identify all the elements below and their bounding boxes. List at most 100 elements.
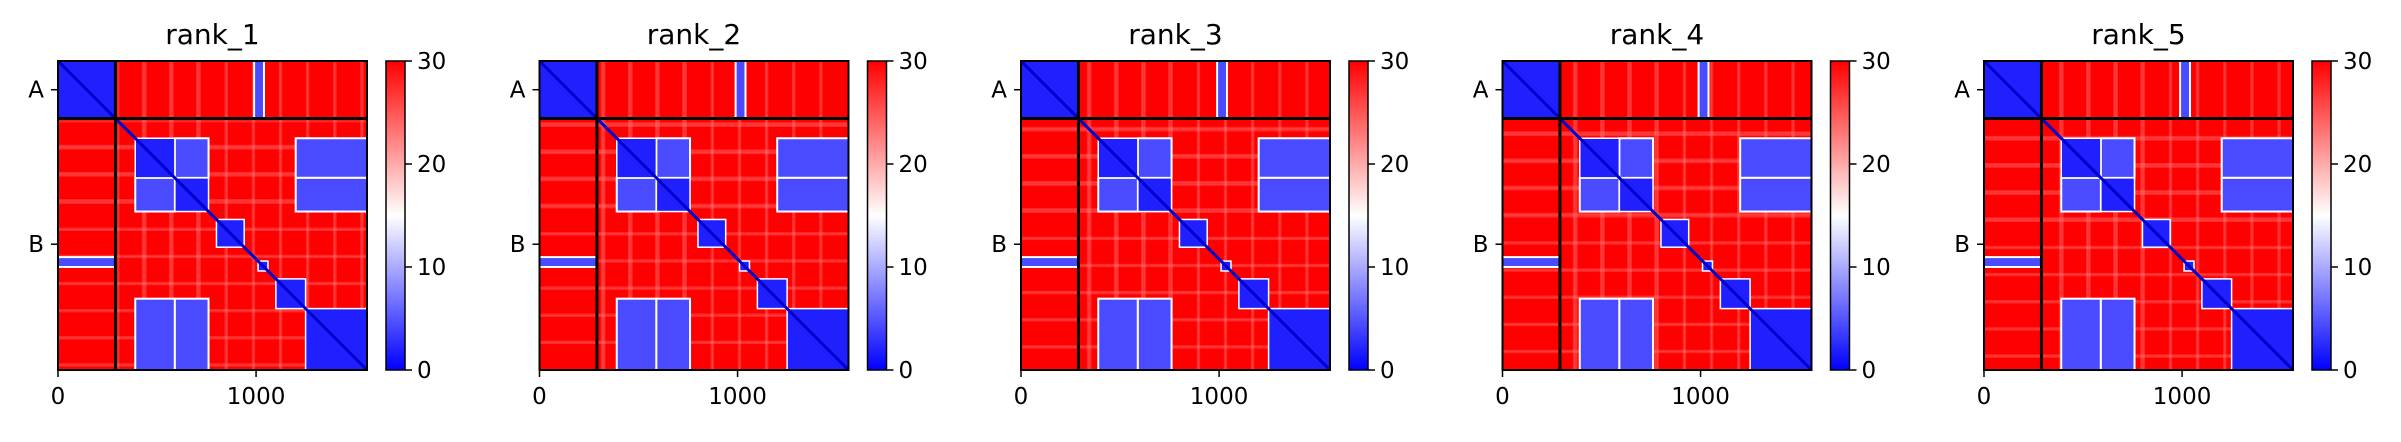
pae-streak [251, 61, 254, 370]
colorbar-tick-label: 0 [899, 358, 914, 384]
pae-streak [58, 308, 367, 311]
pae-streak [1684, 61, 1687, 370]
chain-label: B [991, 232, 1007, 258]
pae-streak [1984, 190, 2293, 193]
pae-streak [1572, 61, 1575, 370]
pae-streak [1574, 61, 1577, 370]
pae-streak [360, 61, 363, 370]
pae-streak [361, 61, 364, 370]
x-tick-label: 1000 [708, 384, 767, 410]
contact-patch [2220, 137, 2295, 179]
pae-streak [1627, 61, 1630, 370]
pae-streak [1502, 159, 1812, 162]
pae-streak [2088, 61, 2091, 370]
pae-streak [2086, 61, 2089, 370]
contact-patch [1697, 60, 1710, 120]
contact-patch [1739, 176, 1813, 213]
pae-streak [1711, 61, 1714, 370]
heatmap-frame [1020, 60, 1331, 371]
pae-streak [2251, 61, 2254, 370]
diagonal-line [1982, 59, 2295, 372]
contact-patch [1097, 176, 1139, 213]
pae-streak [58, 281, 367, 284]
pae-streak [58, 120, 367, 123]
contact-patch [1618, 137, 1655, 179]
pae-streak [253, 61, 256, 370]
contact-patch [294, 137, 369, 179]
pae-streak [539, 150, 849, 153]
pae-streak [600, 61, 603, 370]
pae-streak [1502, 158, 1812, 161]
pae-streak [117, 61, 120, 370]
diagonal-line [1501, 59, 1813, 372]
pae-streak [603, 61, 606, 370]
pae-streak [539, 179, 849, 182]
pae-streak [684, 61, 687, 370]
pae-streak [58, 364, 367, 367]
heatmap-frame [1501, 60, 1813, 371]
heatmap-panel-4: rank_4 A B 0 1000 0 10 20 30 [1473, 18, 1891, 410]
contact-patch [776, 176, 850, 213]
pae-streak [58, 337, 367, 340]
pae-streak [764, 61, 767, 370]
colorbar-tick-label: 10 [417, 255, 446, 281]
pae-streak [1252, 61, 1255, 370]
chain-label: B [510, 232, 526, 258]
pae-streak [1170, 61, 1173, 370]
colorbar-tick-label: 0 [2343, 358, 2358, 384]
pae-streak [1088, 61, 1091, 370]
contact-patch [776, 137, 850, 179]
pae-streak [1984, 301, 2293, 304]
pae-streak [1791, 61, 1794, 370]
pae-streak [657, 61, 660, 370]
pae-streak [2060, 61, 2063, 370]
pae-streak [1682, 61, 1685, 370]
pae-streak [1764, 61, 1767, 370]
pae-streak [1021, 263, 1330, 266]
x-tick-label: 0 [51, 384, 66, 410]
pae-streak [141, 61, 144, 370]
colorbar-tick-label: 10 [899, 255, 928, 281]
pae-streak [1984, 247, 2293, 250]
x-tick-label: 1000 [227, 384, 286, 410]
pae-streak [710, 61, 713, 370]
pae-streak [1502, 324, 1812, 327]
pae-streak [1502, 132, 1812, 135]
x-tick-label: 1000 [1190, 384, 1249, 410]
pae-streak [58, 228, 367, 231]
pae-streak [539, 286, 849, 289]
pae-streak [1984, 138, 2293, 141]
pae-streak [1021, 265, 1330, 268]
pae-streak [602, 61, 605, 370]
pae-streak [1021, 236, 1330, 239]
colorbar-tick-label: 30 [2343, 49, 2372, 75]
pae-streak [58, 173, 367, 176]
colorbar-tick-label: 30 [1380, 49, 1409, 75]
pae-streak [58, 256, 367, 259]
pae-streak [1984, 220, 2293, 223]
pae-streak [1168, 61, 1171, 370]
pae-streak [737, 61, 740, 370]
panel-title: rank_4 [1610, 18, 1704, 51]
pae-streak [539, 287, 849, 290]
contact-patch [1257, 176, 1331, 213]
heatmap-frame [57, 60, 368, 371]
pae-streak [1021, 209, 1330, 212]
pae-streak [1250, 61, 1253, 370]
pae-streak [539, 123, 849, 126]
contact-patch [1257, 137, 1331, 179]
panel-title: rank_1 [165, 18, 259, 51]
panel-title: rank_2 [647, 18, 741, 51]
chain-label: A [510, 78, 526, 104]
pae-streak [2143, 61, 2146, 370]
pae-streak [1502, 161, 1812, 164]
pae-streak [1984, 272, 2293, 275]
pae-streak [1984, 328, 2293, 331]
pae-streak [1502, 188, 1812, 191]
pae-streak [58, 254, 367, 257]
pae-streak [1984, 164, 2293, 167]
contact-patch [1020, 256, 1080, 269]
pae-streak [280, 61, 283, 370]
pae-streak [539, 259, 849, 262]
pae-streak [539, 149, 849, 152]
